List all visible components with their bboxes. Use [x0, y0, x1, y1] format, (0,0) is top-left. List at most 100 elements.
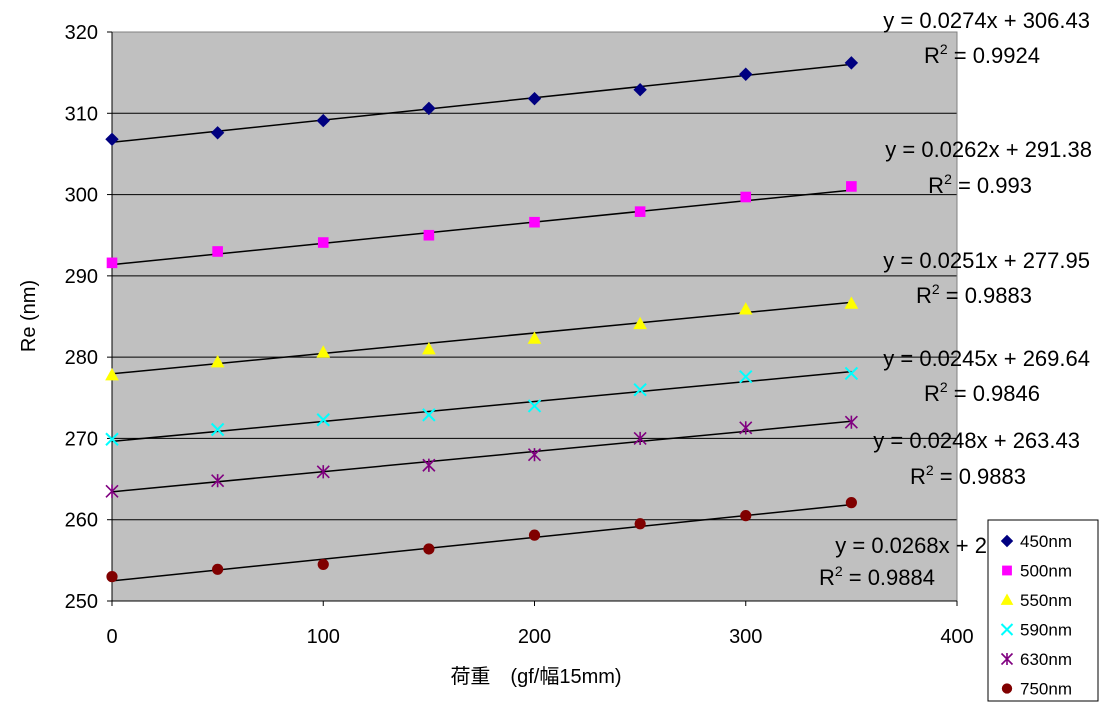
data-point-630nm [211, 474, 225, 488]
trendline-590nm [111, 370, 852, 443]
data-point-450nm [210, 126, 225, 140]
legend-label: 590nm [1020, 621, 1072, 640]
data-point-550nm [844, 296, 859, 309]
data-point-590nm [844, 366, 859, 381]
data-point-590nm [105, 432, 119, 446]
trendline-r-squared: R2 = 0.9846 [924, 379, 1040, 406]
data-point-550nm [422, 341, 436, 355]
data-point-630nm [739, 421, 753, 435]
data-point-450nm [844, 56, 859, 70]
trendline-630nm [111, 420, 852, 493]
x-tick-label: 200 [518, 626, 551, 648]
trendline-r-squared: R2 = 0.9924 [924, 41, 1040, 68]
legend: 450nm 500nm 550nm 590nm 630nm 750nm [987, 519, 1099, 702]
data-point-450nm [316, 113, 330, 128]
legend-marker-630nm [1000, 652, 1014, 666]
data-point-750nm [317, 558, 329, 571]
data-point-590nm [633, 382, 647, 397]
data-point-630nm [633, 431, 647, 446]
legend-box [987, 519, 1099, 702]
data-point-590nm [210, 422, 225, 437]
trendline-equation: y = 0.0251x + 277.95 [883, 248, 1090, 273]
trendline-450nm [111, 63, 852, 144]
y-axis-title: Re (nm) [18, 280, 40, 352]
trendline-r-squared: R2 = 0.9883 [916, 281, 1032, 308]
data-point-750nm [634, 518, 646, 530]
data-point-630nm [422, 458, 436, 472]
trendline-550nm [111, 301, 852, 375]
y-tick-label: 290 [65, 266, 98, 288]
y-tick-label: 320 [65, 22, 98, 44]
data-point-550nm [316, 345, 331, 358]
y-tick-label: 250 [65, 591, 98, 613]
trendline-labels: y = 0.0274x + 306.43 R2 = 0.9924 y = 0.026… [819, 8, 1092, 590]
trendline-r-squared: R2 = 0.993 [928, 171, 1032, 198]
y-tick-label: 280 [65, 347, 98, 369]
data-point-450nm [527, 91, 542, 106]
data-point-750nm [740, 510, 752, 522]
trendlines [111, 63, 852, 582]
data-points [105, 56, 859, 583]
x-tick-label: 300 [729, 626, 762, 648]
data-point-450nm [105, 132, 119, 147]
gridlines [112, 112, 957, 521]
data-point-550nm [738, 302, 753, 315]
legend-label: 550nm [1020, 591, 1072, 610]
data-point-450nm [633, 83, 647, 97]
data-point-500nm [634, 206, 646, 217]
legend-label: 450nm [1020, 532, 1072, 551]
trendline-equation: y = 0.0274x + 306.43 [883, 8, 1090, 33]
legend-label: 500nm [1020, 562, 1072, 581]
data-point-630nm [105, 484, 119, 498]
data-point-450nm [739, 67, 753, 81]
trendline-equation: y = 0.0248x + 263.43 [873, 428, 1080, 453]
data-point-590nm [316, 413, 330, 427]
data-point-550nm [633, 316, 647, 330]
data-point-500nm [529, 216, 540, 228]
trendline-750nm [111, 503, 852, 582]
legend-marker-550nm [1000, 593, 1014, 605]
data-point-750nm [528, 529, 541, 541]
plot-area [112, 32, 957, 601]
data-point-590nm [527, 399, 542, 413]
axes: 250 260 270 280 290 300 310 320 0 100 200 300 400 [65, 22, 974, 648]
data-point-590nm [422, 408, 436, 422]
data-point-500nm [212, 246, 223, 257]
data-point-500nm [846, 181, 857, 192]
data-point-750nm [845, 497, 857, 509]
data-point-550nm [105, 367, 119, 381]
trendline-500nm [111, 189, 852, 266]
data-point-750nm [212, 563, 224, 575]
legend-label: 630nm [1020, 650, 1072, 669]
x-tick-label: 0 [106, 626, 117, 648]
y-tick-label: 260 [65, 510, 98, 532]
trendline-r-squared: R2 = 0.9884 [819, 563, 935, 590]
data-point-630nm [316, 465, 330, 479]
legend-label: 750nm [1020, 680, 1072, 699]
data-point-500nm [423, 229, 435, 241]
data-point-750nm [423, 543, 435, 555]
data-point-630nm [527, 448, 542, 462]
x-tick-label: 100 [307, 626, 340, 648]
legend-marker-590nm [1000, 623, 1014, 636]
legend-marker-750nm [1001, 683, 1013, 694]
y-tick-label: 310 [65, 103, 98, 125]
x-axis-title: 荷重 (gf/幅15mm) [450, 665, 621, 688]
data-point-500nm [740, 191, 752, 203]
data-point-750nm [106, 571, 118, 583]
x-tick-label: 400 [940, 626, 973, 648]
y-tick-label: 270 [65, 428, 98, 450]
legend-marker-450nm [1000, 534, 1014, 548]
legend-marker-500nm [1002, 565, 1012, 576]
trendline-equation: y = 0.0245x + 269.64 [883, 346, 1090, 371]
y-tick-label: 300 [65, 185, 98, 207]
data-point-500nm [106, 257, 118, 269]
data-point-550nm [527, 331, 542, 344]
data-point-550nm [210, 354, 225, 368]
trendline-equation: y = 0.0262x + 291.38 [885, 137, 1092, 162]
data-point-500nm [317, 237, 329, 248]
data-point-590nm [739, 369, 753, 384]
data-point-450nm [422, 101, 436, 116]
data-point-630nm [844, 415, 858, 429]
